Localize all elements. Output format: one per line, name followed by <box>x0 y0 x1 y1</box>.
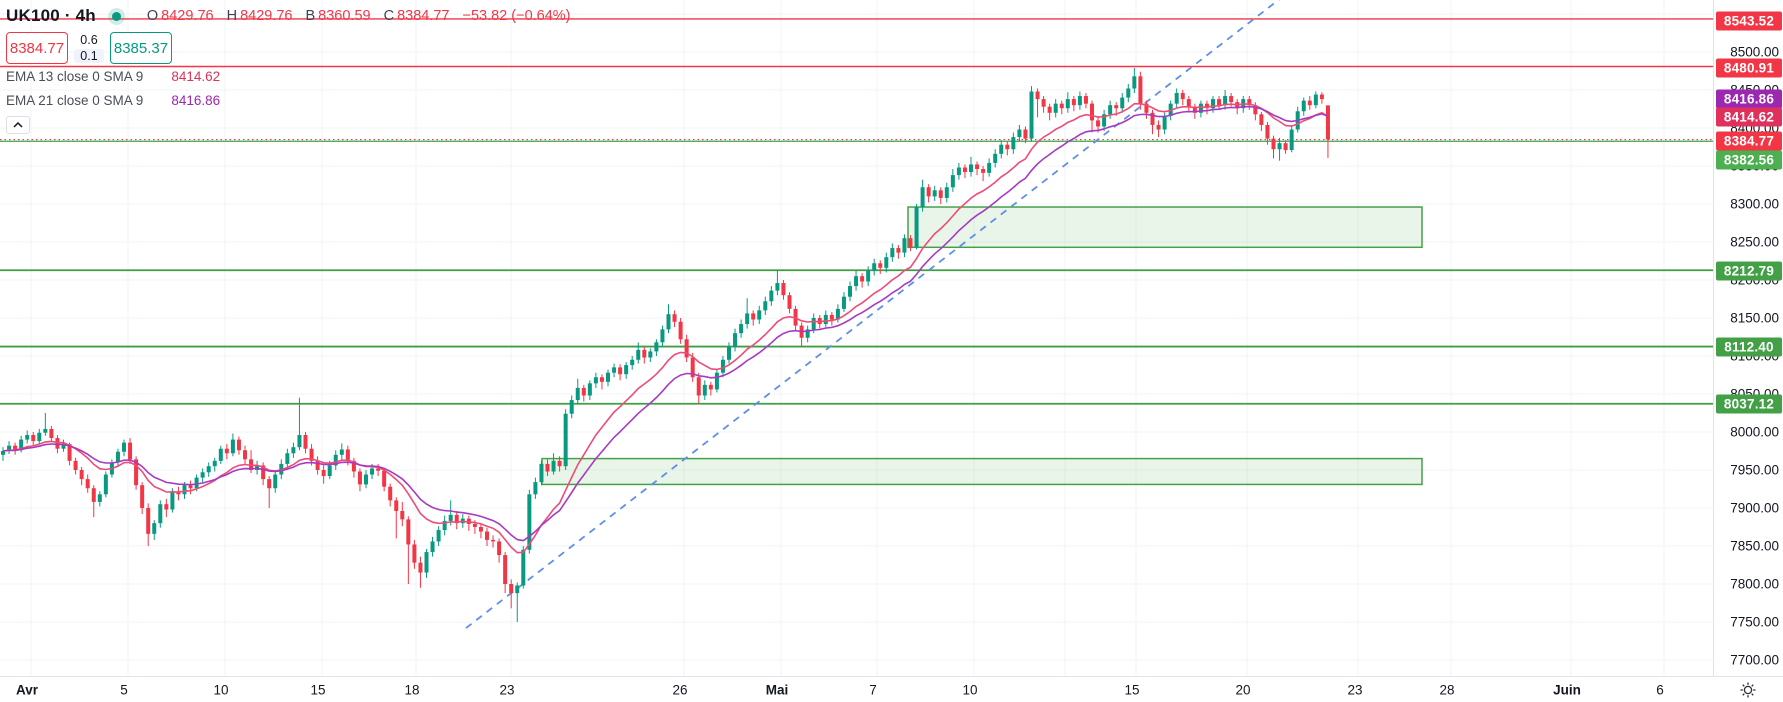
ema13-label: EMA 13 close 0 SMA 9 <box>6 68 144 84</box>
close-label: C <box>383 8 395 24</box>
price-tick-label: 7900.00 <box>1730 500 1779 516</box>
time-axis-label: 20 <box>1235 682 1251 698</box>
buy-button[interactable]: 8385.37 <box>110 32 172 64</box>
spread-top-value: 0.6 <box>80 33 98 47</box>
low-label: B <box>305 8 316 24</box>
chevron-up-icon <box>13 122 23 128</box>
price-tick-label: 7700.00 <box>1730 652 1779 668</box>
price-tick-label: 8000.00 <box>1730 424 1779 440</box>
price-tick-label: 7950.00 <box>1730 462 1779 478</box>
price-tick-label: 7750.00 <box>1730 614 1779 630</box>
time-axis-label: 5 <box>120 682 128 698</box>
open-label: O <box>146 8 159 24</box>
axis-settings-corner[interactable] <box>1713 676 1783 702</box>
time-axis-label: Avr <box>15 682 39 698</box>
market-open-dot-icon <box>111 11 121 21</box>
ema21-label: EMA 21 close 0 SMA 9 <box>6 92 144 108</box>
zone-rect[interactable] <box>907 206 1423 249</box>
horizontal-gridlines <box>0 13 1713 661</box>
symbol-title[interactable]: UK100 · 4h <box>6 6 96 25</box>
time-axis-label: 6 <box>1656 682 1664 698</box>
ema-13-line[interactable] <box>2 103 1329 554</box>
chart-canvas[interactable] <box>0 0 1713 676</box>
high-value: 8429.76 <box>240 8 293 24</box>
price-badge: 8212.79 <box>1716 261 1782 281</box>
price-badge: 8543.52 <box>1716 11 1782 31</box>
collapse-legend-button[interactable] <box>6 116 30 134</box>
time-axis-label: 15 <box>1124 682 1140 698</box>
price-badge: 8112.40 <box>1716 337 1782 357</box>
time-axis-label: 26 <box>672 682 688 698</box>
spread-indicator: 0.6 0.1 <box>68 32 110 64</box>
time-axis[interactable]: Avr 5 10 15 18 23 26 Mai 7 10 15 20 23 28 Juin 6 <box>0 676 1713 702</box>
price-tick-label: 7850.00 <box>1730 538 1779 554</box>
open-value: 8429.76 <box>161 8 214 24</box>
vertical-gridlines <box>30 0 1665 676</box>
time-axis-label: 18 <box>404 682 420 698</box>
low-value: 8360.59 <box>318 8 371 24</box>
price-badge: 8416.86 <box>1716 89 1782 109</box>
price-tick-label: 8300.00 <box>1730 196 1779 212</box>
time-axis-label: 10 <box>962 682 978 698</box>
price-badge: 8382.56 <box>1716 150 1782 170</box>
close-value: 8384.77 <box>397 8 450 24</box>
supply-demand-zones <box>541 206 1423 486</box>
time-axis-label: 23 <box>499 682 515 698</box>
ohlc-readout: O 8429.76 H 8429.76 B 8360.59 C 8384.77 −53.… <box>137 8 571 24</box>
trendline[interactable] <box>465 0 1280 629</box>
time-axis-label: 23 <box>1347 682 1363 698</box>
price-badge: 8384.77 <box>1716 131 1782 151</box>
sun-settings-icon <box>1740 682 1756 698</box>
price-axis[interactable]: 8500.008450.008400.008350.008300.008250.… <box>1713 0 1783 676</box>
zone-rect[interactable] <box>541 457 1423 486</box>
time-axis-label: 15 <box>310 682 326 698</box>
price-tick-label: 8250.00 <box>1730 234 1779 250</box>
spread-bottom-value: 0.1 <box>74 49 104 63</box>
time-axis-label: 28 <box>1439 682 1455 698</box>
time-axis-label: 10 <box>213 682 229 698</box>
price-lines <box>0 18 1713 405</box>
time-axis-label: Juin <box>1553 682 1581 698</box>
time-axis-label: 7 <box>869 682 877 698</box>
price-badge: 8037.12 <box>1716 394 1782 414</box>
sell-button[interactable]: 8384.77 <box>6 32 68 64</box>
ema13-value: 8414.62 <box>171 68 221 84</box>
order-panel: 8384.77 0.6 0.1 8385.37 <box>6 32 571 64</box>
change-value: −53.82 (−0.64%) <box>462 8 571 24</box>
indicator-row-ema13[interactable]: EMA 13 close 0 SMA 9 8414.62 <box>6 64 571 88</box>
ema-21-line[interactable] <box>2 105 1329 542</box>
price-tick-label: 8150.00 <box>1730 310 1779 326</box>
price-badge: 8414.62 <box>1716 107 1782 127</box>
price-badge: 8480.91 <box>1716 58 1782 78</box>
price-tick-label: 8500.00 <box>1730 44 1779 60</box>
price-tick-label: 7800.00 <box>1730 576 1779 592</box>
indicator-row-ema21[interactable]: EMA 21 close 0 SMA 9 8416.86 <box>6 88 571 112</box>
high-label: H <box>226 8 238 24</box>
candles <box>1 67 1330 622</box>
time-axis-label: Mai <box>765 682 789 698</box>
ema21-value: 8416.86 <box>171 92 221 108</box>
